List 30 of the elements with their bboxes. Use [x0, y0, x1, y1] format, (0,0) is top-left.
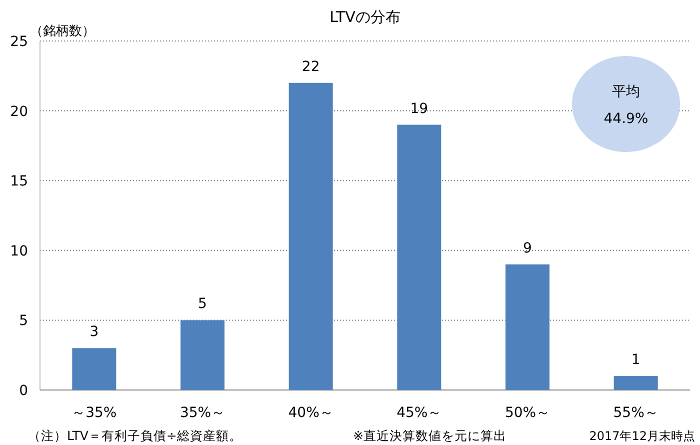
y-tick-label: 5: [19, 313, 28, 330]
bar: [614, 376, 658, 390]
data-label: 3: [90, 324, 99, 340]
y-tick-label: 10: [10, 243, 28, 260]
y-axis-title: （銘柄数）: [30, 24, 95, 39]
text: 2017年12月末時点: [589, 429, 695, 443]
y-tick-label: 20: [10, 104, 28, 120]
chart-title: LTVの分布: [330, 8, 400, 26]
annotation: 平均 44.9%: [604, 84, 648, 127]
bar: [72, 348, 116, 390]
x-tick-label: ～35%: [72, 405, 117, 421]
text: ※直近決算数値を元に算出: [353, 428, 506, 443]
bar: [288, 82, 333, 390]
bar: [506, 264, 550, 390]
x-tick-label: 35%～: [180, 405, 226, 421]
x-tick-label: 40%～: [288, 405, 334, 421]
x-tick-label: 50%～: [504, 405, 550, 421]
data-label: 22: [302, 58, 320, 75]
x-tick-label: 55%～: [613, 405, 658, 421]
data-label: 1: [631, 352, 640, 368]
data-label: 19: [410, 100, 428, 117]
y-tick-label: 15: [10, 174, 28, 190]
bar: [180, 320, 224, 390]
y-tick-label: 25: [10, 34, 28, 50]
data-label: 5: [198, 296, 207, 312]
text: （注）LTV＝有利子負債÷総資産額。: [28, 428, 242, 443]
x-tick-label: 45%～: [396, 405, 442, 421]
y-tick-label: 0: [19, 383, 28, 399]
bar: [397, 124, 442, 390]
data-label: 9: [523, 240, 532, 256]
